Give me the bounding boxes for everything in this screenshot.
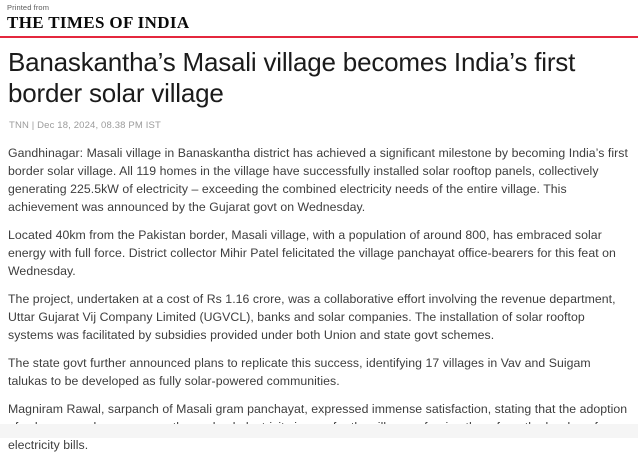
publication-title: THE TIMES OF INDIA xyxy=(7,13,190,32)
article-body: Banaskantha’s Masali village becomes Ind… xyxy=(0,47,638,454)
article-paragraph: Located 40km from the Pakistan border, M… xyxy=(8,228,616,278)
page-title: Banaskantha’s Masali village becomes Ind… xyxy=(8,47,576,108)
article-paragraph: Gandhinagar: Masali village in Banaskant… xyxy=(8,146,628,214)
printed-from-label: Printed from xyxy=(7,3,50,12)
masthead: Printed from THE TIMES OF INDIA xyxy=(0,0,638,32)
page-footer-band xyxy=(0,424,638,438)
byline: TNN | Dec 18, 2024, 08.38 PM IST xyxy=(9,120,161,131)
article-paragraph: The state govt further announced plans t… xyxy=(8,356,591,388)
article-paragraphs: Gandhinagar: Masali village in Banaskant… xyxy=(8,144,630,454)
article-paragraph: The project, undertaken at a cost of Rs … xyxy=(8,292,616,342)
masthead-divider xyxy=(0,36,638,38)
